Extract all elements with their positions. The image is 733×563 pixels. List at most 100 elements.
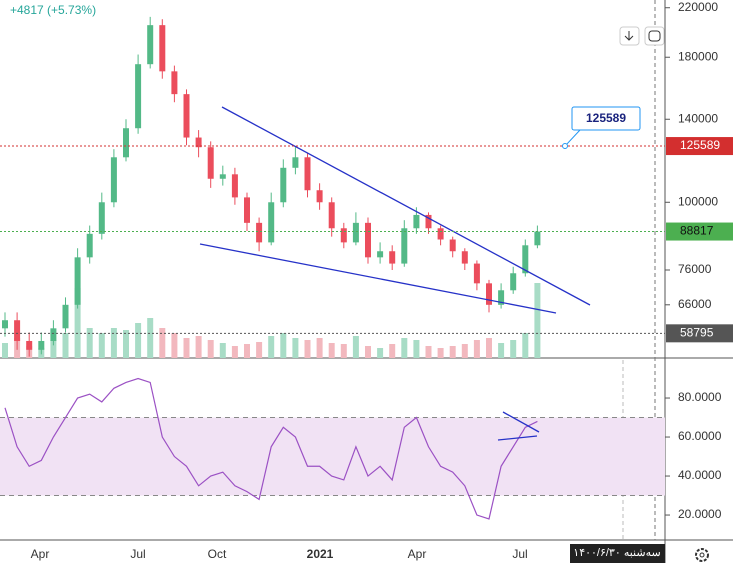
candle-body xyxy=(50,328,57,341)
candle-body xyxy=(522,245,529,274)
callout-text: 125589 xyxy=(586,111,626,125)
candle-body xyxy=(389,251,396,264)
y-tick-label: 60.0000 xyxy=(678,429,722,443)
y-tick-label: 66000 xyxy=(678,297,712,311)
rsi-band xyxy=(0,417,665,496)
candle-body xyxy=(328,202,335,229)
volume-bar xyxy=(86,328,93,358)
candle-body xyxy=(473,263,480,284)
volume-bar xyxy=(377,348,384,358)
volume-bar xyxy=(268,336,275,358)
candle-body xyxy=(86,233,93,258)
volume-bar xyxy=(207,340,214,358)
volume-bar xyxy=(74,288,81,358)
settings-icon xyxy=(699,552,705,558)
candle-body xyxy=(461,251,468,264)
settings-button[interactable] xyxy=(695,548,709,562)
callout-box xyxy=(571,106,641,131)
candle-body xyxy=(135,64,142,129)
candle-body xyxy=(449,239,456,252)
candle-body xyxy=(38,340,45,350)
arrow-icon xyxy=(624,31,634,41)
y-tick-label: 100000 xyxy=(678,194,718,208)
candle-body xyxy=(413,214,420,229)
volume-bar xyxy=(2,343,8,358)
y-tick-label: 220000 xyxy=(678,0,718,14)
volume-bar xyxy=(244,344,250,358)
candle-body xyxy=(486,283,492,305)
x-tick-label: Apr xyxy=(31,547,50,561)
y-tick-label: 76000 xyxy=(678,262,712,276)
volume-bar xyxy=(147,318,154,358)
trendline xyxy=(221,106,591,306)
volume-bar xyxy=(522,333,529,358)
volume-bar xyxy=(123,330,129,358)
plot-layer xyxy=(0,16,665,520)
volume-bar xyxy=(510,340,517,358)
candle-body xyxy=(62,304,69,329)
candle-body xyxy=(268,202,275,243)
volume-bar xyxy=(449,346,456,358)
candle-body xyxy=(498,290,505,305)
candle-body xyxy=(510,273,517,291)
callout-anchor xyxy=(562,143,568,150)
candle-body xyxy=(401,228,408,264)
volume-bar xyxy=(195,336,202,358)
volume-bar xyxy=(461,344,468,358)
volume-bar xyxy=(389,344,396,358)
candle-body xyxy=(147,25,154,65)
rsi-trendline xyxy=(497,435,538,441)
price-label: 88817 xyxy=(680,224,714,238)
y-tick-label: 180000 xyxy=(678,49,718,63)
candle-body xyxy=(304,157,311,191)
volume-bar xyxy=(292,338,299,358)
candle-body xyxy=(110,157,117,203)
candle-body xyxy=(425,214,432,229)
candle-body xyxy=(183,94,190,138)
volume-bar xyxy=(352,336,359,358)
volume-bar xyxy=(280,333,287,358)
volume-bar xyxy=(171,333,178,358)
candle-body xyxy=(256,222,263,243)
volume-bar xyxy=(183,338,190,358)
candle-body xyxy=(74,257,81,305)
price-label: 58795 xyxy=(680,325,714,339)
volume-bar xyxy=(231,346,238,358)
candle-body xyxy=(244,197,250,223)
candle-body xyxy=(219,174,226,179)
candle-body xyxy=(437,228,444,240)
price-label-box xyxy=(666,222,733,241)
x-tick-label: Oct xyxy=(208,547,227,561)
fullscreen-button[interactable] xyxy=(644,26,665,46)
rsi-line xyxy=(4,377,538,520)
rsi-trendline xyxy=(502,411,540,433)
candle-body xyxy=(231,174,238,198)
candle-body xyxy=(2,320,8,329)
x-tick-label: Jul xyxy=(512,547,527,561)
volume-bar xyxy=(98,333,105,358)
candle-body xyxy=(340,228,347,243)
volume-bar xyxy=(219,343,226,358)
candle-body xyxy=(26,340,33,350)
candle-body xyxy=(171,71,178,95)
x-tick-label: Jul xyxy=(130,547,145,561)
candle-body xyxy=(365,222,371,258)
candle-body xyxy=(207,147,214,179)
candle-body xyxy=(352,222,359,243)
volume-bar xyxy=(365,346,371,358)
y-tick-label: 140000 xyxy=(678,111,718,125)
callout-pointer xyxy=(564,129,581,147)
candle-body xyxy=(292,157,299,168)
volume-bar xyxy=(498,343,505,358)
fullscreen-icon xyxy=(648,30,661,42)
y-tick-label: 40.0000 xyxy=(678,468,722,482)
volume-bar xyxy=(437,348,444,358)
candle-body xyxy=(123,128,129,158)
volume-bar xyxy=(135,323,142,358)
volume-bar xyxy=(110,328,117,358)
x-tick-label: 2021 xyxy=(307,547,334,561)
x-tick-label: Apr xyxy=(408,547,427,561)
volume-bar xyxy=(425,346,432,358)
volume-bar xyxy=(413,340,420,358)
